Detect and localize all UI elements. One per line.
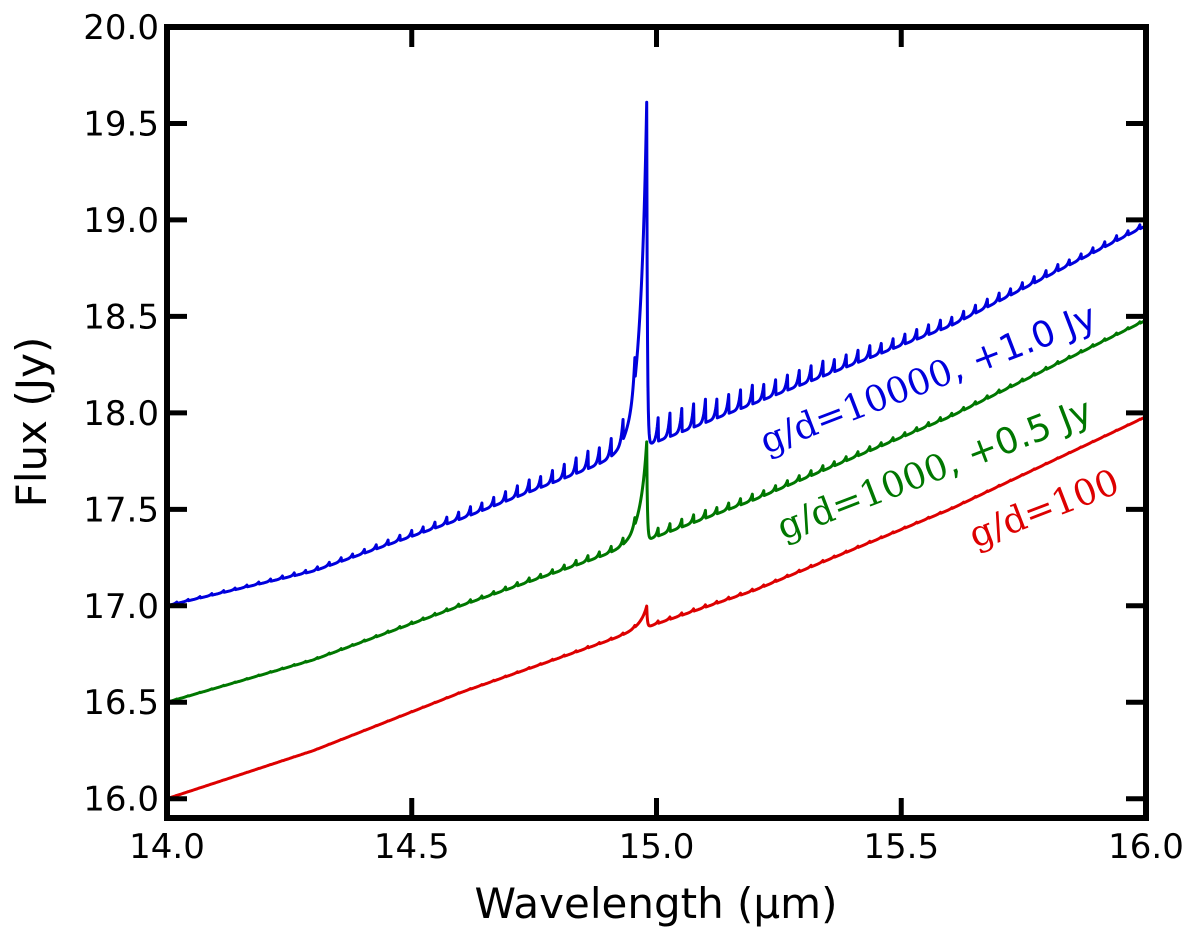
x-tick-label: 15.0 bbox=[619, 827, 695, 867]
y-tick-label: 16.0 bbox=[83, 780, 159, 820]
series-line-1 bbox=[165, 318, 1148, 704]
annotation-gd-1000-suffix: , +0.5 Jy bbox=[940, 391, 1098, 484]
series-line-2 bbox=[165, 100, 1148, 608]
plot-frame bbox=[164, 24, 1149, 821]
y-tick-label: 17.0 bbox=[83, 587, 159, 627]
x-axis-label: Wavelength (μm) bbox=[475, 879, 838, 928]
annotation-layer: g/d=100 g/d=1000, +0.5 Jy g/d=10000, +1.… bbox=[755, 296, 1125, 556]
series-line-0 bbox=[165, 415, 1148, 801]
series-layer bbox=[165, 100, 1148, 801]
x-tick-label: 14.5 bbox=[374, 827, 450, 867]
x-tick-label: 15.5 bbox=[863, 827, 939, 867]
annotation-gd-10000-label: g/d=10000 bbox=[755, 351, 959, 462]
annotation-gd-1000-label: g/d=1000 bbox=[772, 446, 955, 549]
annotation-gd-100-label: g/d=100 bbox=[964, 462, 1125, 557]
y-tick-label: 18.0 bbox=[83, 394, 159, 434]
y-tick-label: 19.0 bbox=[83, 201, 159, 241]
x-tick-label: 14.0 bbox=[129, 827, 205, 867]
ticks-layer: 14.0 14.5 15.0 15.5 16.0 16.0 16.5 17.0 17.5 18.0… bbox=[83, 8, 1184, 867]
x-tick-label: 16.0 bbox=[1108, 827, 1184, 867]
y-tick-label: 18.5 bbox=[83, 297, 159, 337]
annotation-gd-10000-suffix: , +1.0 Jy bbox=[944, 296, 1102, 389]
y-tick-label: 16.5 bbox=[83, 683, 159, 723]
y-tick-label: 19.5 bbox=[83, 104, 159, 144]
y-tick-label: 20.0 bbox=[83, 8, 159, 48]
annotation-gd-100: g/d=100 bbox=[964, 462, 1125, 557]
y-axis-label: Flux (Jy) bbox=[7, 337, 56, 508]
y-tick-label: 17.5 bbox=[83, 490, 159, 530]
